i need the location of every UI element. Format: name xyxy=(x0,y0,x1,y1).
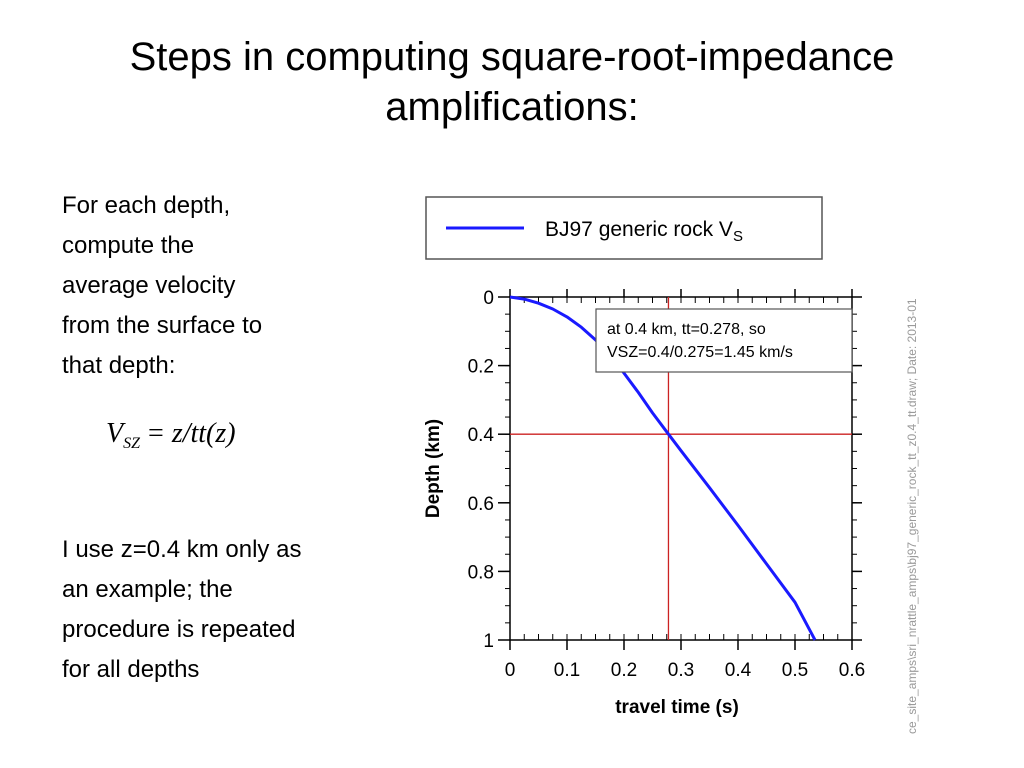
paragraph2-line: I use z=0.4 km only as xyxy=(62,536,302,563)
y-tick-label: 0.2 xyxy=(468,357,494,378)
annotation-callout: at 0.4 km, tt=0.278, so VSZ=0.4/0.275=1.4… xyxy=(595,308,853,373)
legend-box xyxy=(425,196,823,260)
legend-label: BJ97 generic rock VS xyxy=(545,218,743,245)
paragraph2-line: for all depths xyxy=(62,656,200,683)
annotation-line: VSZ=0.4/0.275=1.45 km/s xyxy=(607,344,793,361)
x-tick-label: 0 xyxy=(505,660,516,681)
paragraph-example-note: I use z=0.4 km only as an example; the p… xyxy=(62,530,382,690)
x-tick-label: 0.1 xyxy=(554,660,580,681)
title-line-1: Steps in computing square-root-impedance xyxy=(129,35,895,79)
title-line-2: amplifications: xyxy=(385,85,639,129)
y-tick-label: 0.6 xyxy=(468,494,494,515)
series-line-bj97 xyxy=(509,295,817,641)
x-tick-label: 0.4 xyxy=(725,660,752,681)
y-tick-label: 0.4 xyxy=(468,425,495,446)
paragraph1-line: that depth: xyxy=(62,352,176,379)
paragraph2-line: procedure is repeated xyxy=(62,616,296,643)
x-axis-label: travel time (s) xyxy=(615,697,739,718)
y-tick-label: 0.8 xyxy=(468,562,494,583)
formula-rhs: z/tt(z) xyxy=(171,418,236,449)
y-axis-label: Depth (km) xyxy=(423,419,444,518)
x-tick-label: 0.6 xyxy=(839,660,865,681)
paragraph-compute-average-velocity: For each depth, compute the average velo… xyxy=(62,186,382,386)
velocity-formula: VSZ = z/tt(z) xyxy=(106,418,236,453)
y-tick-label: 1 xyxy=(483,631,494,652)
annotation-box xyxy=(595,308,853,373)
y-tick-label: 0 xyxy=(483,288,494,309)
formula-subscript: SZ xyxy=(123,435,141,452)
paragraph1-line: For each depth, xyxy=(62,192,231,219)
formula-lhs: V xyxy=(106,418,124,449)
x-tick-label: 0.2 xyxy=(611,660,637,681)
x-tick-label: 0.5 xyxy=(782,660,808,681)
file-path-note: ce_site_amps\sri_nrattle_amps\bj97_gener… xyxy=(905,298,919,734)
x-tick-label: 0.3 xyxy=(668,660,694,681)
paragraph2-line: an example; the xyxy=(62,576,233,603)
slide-title: Steps in computing square-root-impedance… xyxy=(0,32,1024,132)
paragraph1-line: compute the xyxy=(62,232,195,259)
annotation-line: at 0.4 km, tt=0.278, so xyxy=(607,321,766,338)
paragraph1-line: average velocity xyxy=(62,272,236,299)
paragraph1-line: from the surface to xyxy=(62,312,263,339)
formula-equals: = xyxy=(148,418,164,449)
